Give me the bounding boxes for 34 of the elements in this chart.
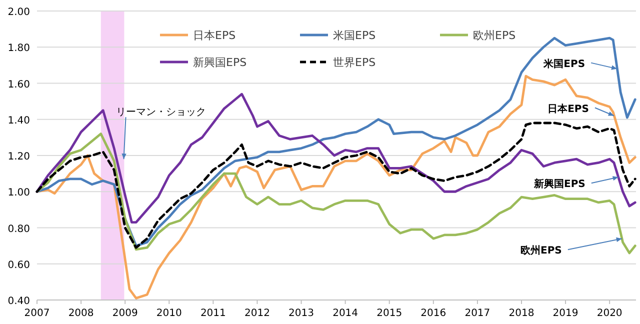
line-series [36, 92, 636, 224]
annotation: 米国EPS [542, 58, 586, 70]
x-tick-label: 2007 [24, 308, 50, 319]
x-tick-label: 2020 [596, 308, 622, 319]
x-tick-label: 2015 [376, 308, 402, 319]
x-tick-label: 2014 [332, 308, 358, 319]
y-tick-label: 1.80 [8, 43, 30, 54]
x-tick-label: 2010 [156, 308, 182, 319]
x-tick-label: 2016 [420, 308, 446, 319]
x-tick-label: 2009 [112, 308, 138, 319]
legend-label: 日本EPS [193, 29, 236, 42]
y-tick-label: 1.60 [8, 79, 30, 90]
x-tick-label: 2017 [464, 308, 490, 319]
x-tick-label: 2012 [244, 308, 270, 319]
y-tick-label: 1.00 [8, 188, 30, 199]
y-tick-label: 1.20 [8, 152, 30, 162]
x-tick-label: 2018 [508, 308, 534, 319]
legend-label: 世界EPS [333, 56, 376, 69]
annotation: 新興国EPS [533, 178, 586, 190]
x-tick-label: 2011 [200, 308, 226, 319]
y-tick-label: 0.80 [8, 224, 30, 235]
y-tick-label: 1.40 [8, 115, 30, 126]
legend-label: 新興国EPS [193, 56, 247, 69]
legend-label: 欧州EPS [473, 29, 516, 42]
annotation: 日本EPS [548, 102, 589, 115]
annotation: リーマン・ショック [116, 107, 206, 118]
x-tick-label: 2008 [68, 308, 94, 319]
x-tick-label: 2019 [552, 308, 578, 319]
x-tick-label: 2013 [288, 308, 314, 319]
y-tick-label: 0.40 [8, 296, 30, 307]
y-tick-label: 0.60 [8, 260, 30, 271]
y-tick-label: 2.00 [8, 7, 30, 18]
legend-label: 米国EPS [333, 29, 376, 42]
annotation: 欧州EPS [520, 244, 562, 257]
